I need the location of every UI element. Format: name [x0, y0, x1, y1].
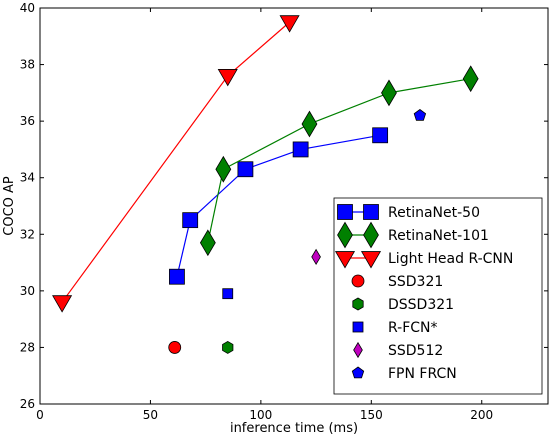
legend-marker: [337, 221, 353, 249]
series-ssd512: [311, 248, 321, 266]
y-tick-label: 26: [20, 397, 35, 411]
legend-label: R-FCN*: [388, 320, 438, 336]
x-tick-label: 50: [143, 408, 158, 422]
series-ssd321: [168, 341, 182, 354]
legend-marker: [352, 321, 364, 333]
data-point: [311, 248, 321, 266]
data-point: [222, 288, 234, 300]
legend-entry: SSD321: [351, 274, 443, 290]
series-dssd321: [222, 340, 234, 354]
data-point: [381, 79, 397, 107]
legend-marker: [363, 204, 379, 220]
y-axis-label: COCO AP: [2, 176, 17, 236]
plot-frame: [39, 7, 549, 405]
legend-marker: [334, 251, 356, 269]
legend-label: FPN FRCN: [388, 366, 457, 382]
legend-entry: FPN FRCN: [351, 366, 457, 382]
series-line: [61, 21, 290, 303]
data-point: [215, 155, 232, 183]
x-tick-label: 200: [470, 408, 493, 422]
legend-label: Light Head R-CNN: [388, 251, 513, 267]
legend-entry: RetinaNet-101: [337, 221, 489, 249]
data-point: [52, 295, 73, 313]
legend-marker: [353, 341, 363, 359]
data-point: [182, 212, 199, 229]
series-retinanet-50: [169, 127, 389, 285]
y-tick-label: 32: [20, 227, 35, 241]
data-point: [168, 341, 182, 354]
data-point: [199, 229, 216, 257]
data-point: [301, 110, 318, 138]
y-tick-label: 28: [20, 340, 35, 354]
legend-entry: Light Head R-CNN: [334, 251, 513, 269]
legend-marker: [351, 366, 365, 379]
legend-marker: [337, 204, 353, 220]
legend-marker: [360, 251, 382, 269]
legend-label: RetinaNet-50: [388, 205, 480, 221]
y-tick-label: 36: [20, 114, 35, 128]
x-tick-label: 150: [360, 408, 383, 422]
data-point: [292, 141, 309, 158]
legend-entry: RetinaNet-50: [337, 204, 480, 221]
legend-entry: R-FCN*: [352, 320, 438, 336]
legend-entry: SSD512: [353, 341, 443, 359]
legend: RetinaNet-50 RetinaNet-101 Light Head R-CN…: [333, 197, 543, 395]
legend-entry: DSSD321: [352, 297, 454, 313]
legend-label: SSD321: [388, 274, 443, 290]
data-point: [169, 268, 185, 285]
data-point: [372, 127, 389, 144]
series-retinanet-101: [199, 65, 479, 257]
y-tick-label: 40: [20, 1, 35, 15]
series-fpn-frcn: [413, 108, 427, 121]
series-light-head-r-cnn: [52, 15, 300, 313]
data-point: [279, 15, 300, 33]
axis-ticks: 0 50 100 150 200 26 28 30 32 34 36 38 40: [20, 1, 548, 422]
legend-marker: [351, 274, 365, 288]
data-point: [222, 340, 234, 354]
legend-label: DSSD321: [388, 297, 454, 313]
legend-label: SSD512: [388, 343, 443, 359]
x-tick-label: 100: [249, 408, 272, 422]
legend-marker: [363, 221, 379, 249]
y-tick-label: 38: [20, 58, 35, 72]
data-point: [462, 65, 479, 93]
y-tick-label: 34: [20, 171, 35, 185]
legend-marker: [352, 297, 364, 311]
y-tick-label: 30: [20, 284, 35, 298]
data-point: [237, 161, 254, 178]
legend-label: RetinaNet-101: [388, 228, 489, 244]
x-tick-label: 0: [36, 408, 44, 422]
x-axis-label: inference time (ms): [230, 421, 358, 436]
series-r-fcn: [222, 288, 234, 300]
data-point: [413, 108, 427, 121]
plot-marks: [52, 15, 479, 354]
data-point: [217, 69, 238, 87]
